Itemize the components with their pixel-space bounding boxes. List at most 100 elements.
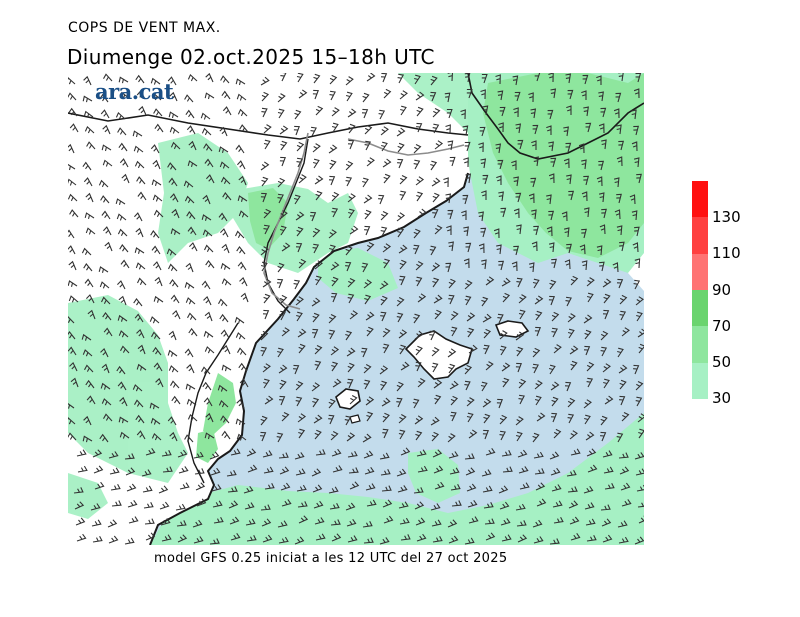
wind-barb xyxy=(434,225,443,235)
wind-barb xyxy=(534,295,544,305)
wind-barb xyxy=(184,348,194,358)
wind-barb xyxy=(449,380,459,390)
wind-barb xyxy=(416,533,427,542)
wind-barb xyxy=(517,139,524,150)
wind-barb xyxy=(293,364,300,375)
wind-barb xyxy=(614,209,621,220)
wind-barb xyxy=(177,449,188,458)
wind-barb xyxy=(77,465,88,473)
wind-barb xyxy=(235,418,246,426)
wind-barb xyxy=(281,499,292,507)
wind-barb xyxy=(380,380,388,391)
wind-barb xyxy=(118,330,129,338)
map-subtitle: Diumenge 02.oct.2025 15–18h UTC xyxy=(67,45,435,69)
wind-barb xyxy=(363,379,371,390)
wind-barb xyxy=(151,179,162,187)
wind-barb xyxy=(495,143,502,154)
wind-barb xyxy=(415,361,422,372)
wind-barb xyxy=(92,449,103,458)
wind-barb xyxy=(260,246,269,256)
wind-barb xyxy=(548,364,556,375)
wind-barb xyxy=(210,467,221,476)
wind-barb xyxy=(415,345,423,356)
wind-barb xyxy=(415,517,426,526)
wind-barb xyxy=(532,432,540,443)
wind-barb xyxy=(414,74,421,85)
wind-barb xyxy=(118,142,128,152)
wind-barb xyxy=(615,92,622,103)
wind-barb xyxy=(498,260,505,271)
wind-barb xyxy=(464,73,471,83)
wind-barb xyxy=(218,212,228,222)
wind-barb xyxy=(512,75,519,86)
wind-barb xyxy=(467,499,478,508)
wind-barb xyxy=(567,313,576,323)
wind-barb xyxy=(247,464,258,473)
wind-barb xyxy=(631,109,637,120)
wind-barb xyxy=(496,398,503,409)
wind-barb xyxy=(201,280,211,290)
wind-barb xyxy=(331,276,339,287)
wind-barb xyxy=(314,517,325,525)
wind-barb xyxy=(103,327,113,337)
wind-barb xyxy=(264,395,274,405)
wind-barb xyxy=(534,468,545,475)
wind-barb xyxy=(634,226,640,237)
wind-barb xyxy=(119,158,129,168)
wind-barb xyxy=(553,344,562,354)
wind-barb xyxy=(483,344,490,355)
wind-barb xyxy=(468,516,479,524)
wind-barb xyxy=(238,210,249,218)
wind-barb xyxy=(501,362,511,372)
wind-barb xyxy=(464,380,471,391)
wind-barb xyxy=(478,243,485,254)
wind-barb xyxy=(186,363,195,374)
wind-barb xyxy=(135,414,145,424)
wind-barb xyxy=(81,247,92,256)
wind-barb xyxy=(380,73,388,83)
wind-barb xyxy=(111,500,122,507)
wind-barb xyxy=(314,345,323,355)
wind-barb xyxy=(219,126,228,137)
wind-barb xyxy=(563,126,569,137)
wind-barb xyxy=(68,178,77,186)
wind-barb xyxy=(480,227,487,238)
wind-barb xyxy=(586,277,595,287)
wind-barb xyxy=(193,451,204,459)
wind-barb xyxy=(176,520,187,527)
wind-barb xyxy=(536,412,546,422)
wind-barb xyxy=(244,502,255,510)
wind-barb xyxy=(136,90,146,100)
wind-barb xyxy=(464,364,473,375)
wind-barb xyxy=(582,74,589,85)
wind-barb xyxy=(68,417,76,425)
wind-barb xyxy=(617,520,628,528)
wind-barb xyxy=(528,92,534,103)
wind-barb xyxy=(445,193,452,204)
wind-barb xyxy=(585,431,595,441)
wind-barb xyxy=(431,362,439,373)
wind-barb xyxy=(203,143,213,152)
wind-barb xyxy=(237,261,247,271)
wind-barb xyxy=(226,469,237,477)
wind-barb xyxy=(598,91,604,102)
wind-barb xyxy=(328,398,336,409)
wind-barb xyxy=(262,309,270,320)
wind-barb xyxy=(380,295,388,306)
wind-barb xyxy=(243,485,254,494)
wind-barb xyxy=(532,278,540,289)
wind-barb xyxy=(203,397,213,407)
wind-barb xyxy=(429,330,436,341)
wind-barb xyxy=(221,364,232,372)
wind-barb xyxy=(451,500,462,507)
wind-barb xyxy=(98,179,109,188)
wind-barb xyxy=(485,276,495,286)
wind-barb xyxy=(328,486,339,494)
wind-barb xyxy=(329,90,336,101)
wind-barb xyxy=(381,141,388,152)
wind-barb xyxy=(636,311,643,322)
wind-barb xyxy=(204,158,214,168)
wind-barb xyxy=(329,159,337,170)
wind-barb xyxy=(192,519,203,528)
wind-barb xyxy=(365,311,375,321)
